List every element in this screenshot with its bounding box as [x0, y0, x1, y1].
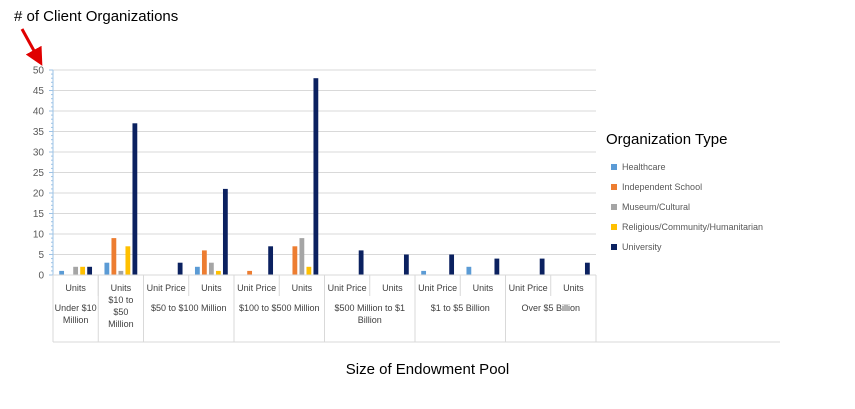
- bar: [494, 258, 500, 275]
- legend: Healthcare Independent School Museum/Cultu…: [611, 157, 763, 257]
- bar: [201, 250, 207, 275]
- x-group-label: $500 Million to $1: [334, 303, 405, 313]
- legend-swatch: [611, 244, 617, 250]
- bar: [104, 262, 110, 275]
- bar: [80, 266, 86, 275]
- y-axis-title: # of Client Organizations: [14, 8, 179, 25]
- bar: [403, 254, 409, 275]
- x-tick-label: Unit Price: [147, 283, 186, 293]
- legend-label: Religious/Community/Humanitarian: [622, 222, 764, 232]
- x-group-label: Under $10: [55, 303, 97, 313]
- x-tick-label: Units: [111, 283, 132, 293]
- y-tick-label: 15: [33, 209, 45, 220]
- x-tick-label: Million: [108, 319, 134, 329]
- legend-label: Museum/Cultural: [622, 202, 691, 212]
- x-tick-label: Unit Price: [328, 283, 367, 293]
- bar: [194, 266, 200, 275]
- x-tick-label: Units: [563, 283, 584, 293]
- x-group-label: Over $5 Billion: [521, 303, 580, 313]
- x-tick-label: Units: [382, 283, 403, 293]
- bar: [358, 250, 364, 275]
- bar: [299, 238, 305, 275]
- legend-swatch: [611, 184, 617, 190]
- bar: [73, 266, 79, 275]
- y-tick-label: 0: [38, 271, 44, 282]
- legend-item: Independent School: [611, 177, 763, 197]
- legend-label: University: [622, 242, 662, 252]
- bar: [539, 258, 545, 275]
- bar: [247, 270, 253, 275]
- annotation-arrow-icon: [20, 28, 43, 66]
- x-group-label: $50 to $100 Million: [151, 303, 227, 313]
- y-tick-label: 40: [33, 107, 45, 118]
- y-tick-label: 45: [33, 86, 45, 97]
- legend-swatch: [611, 164, 617, 170]
- y-tick-label: 10: [33, 230, 45, 241]
- bar: [215, 270, 221, 275]
- bar: [118, 270, 124, 275]
- bar: [59, 270, 65, 275]
- bar: [208, 262, 214, 275]
- bar: [177, 262, 183, 275]
- legend-item: Museum/Cultural: [611, 197, 763, 217]
- bar: [449, 254, 455, 275]
- bar: [306, 266, 312, 275]
- x-tick-label: Units: [65, 283, 86, 293]
- bar: [132, 123, 138, 275]
- x-tick-label: $50: [113, 307, 128, 317]
- bar: [466, 266, 472, 275]
- bar: [268, 246, 274, 275]
- x-tick-label: Units: [292, 283, 313, 293]
- x-tick-label: Units: [201, 283, 222, 293]
- y-tick-label: 30: [33, 148, 45, 159]
- y-tick-label: 20: [33, 189, 45, 200]
- bar: [292, 246, 298, 275]
- x-tick-label: Unit Price: [237, 283, 276, 293]
- x-group-label: Billion: [358, 315, 382, 325]
- legend-label: Independent School: [622, 182, 703, 192]
- y-tick-label: 50: [33, 66, 45, 77]
- legend-label: Healthcare: [622, 162, 666, 172]
- bar: [111, 238, 117, 275]
- x-group-label: $1 to $5 Billion: [431, 303, 490, 313]
- y-tick-label: 5: [38, 250, 44, 261]
- x-tick-label: Units: [473, 283, 494, 293]
- legend-item: University: [611, 237, 763, 257]
- legend-swatch: [611, 204, 617, 210]
- bar: [222, 188, 228, 275]
- legend-item: Healthcare: [611, 157, 763, 177]
- bar: [584, 262, 590, 275]
- bar: [87, 266, 93, 275]
- legend-title: Organization Type: [606, 131, 728, 148]
- y-tick-label: 25: [33, 168, 45, 179]
- x-group-label: $100 to $500 Million: [239, 303, 320, 313]
- x-tick-label: Unit Price: [509, 283, 548, 293]
- x-axis-title: Size of Endowment Pool: [345, 361, 510, 378]
- bar: [125, 246, 131, 275]
- y-tick-label: 35: [33, 127, 45, 138]
- x-tick-label: Unit Price: [418, 283, 457, 293]
- legend-item: Religious/Community/Humanitarian: [611, 217, 763, 237]
- x-tick-label: $10 to: [108, 295, 133, 305]
- x-group-label: Million: [63, 315, 89, 325]
- legend-swatch: [611, 224, 617, 230]
- bar: [421, 270, 427, 275]
- bar: [313, 78, 319, 275]
